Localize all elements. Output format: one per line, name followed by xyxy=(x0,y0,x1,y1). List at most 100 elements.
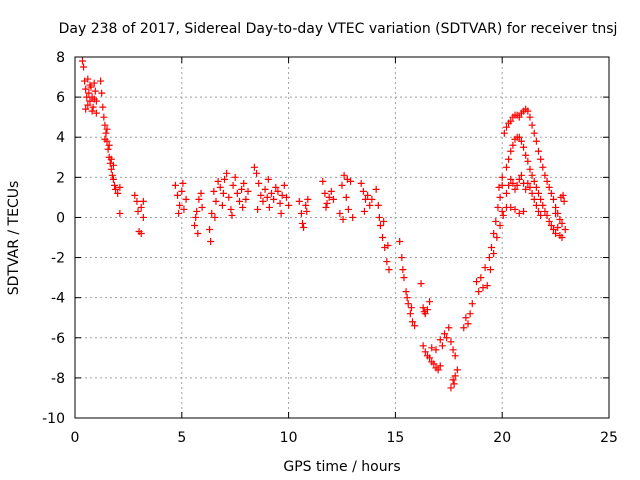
data-point xyxy=(526,113,534,121)
data-point xyxy=(103,125,111,133)
data-point xyxy=(359,187,367,195)
x-tick-label: 20 xyxy=(493,430,511,446)
data-point xyxy=(522,151,530,159)
chart-title: Day 238 of 2017, Sidereal Day-to-day VTE… xyxy=(59,21,618,37)
x-tick-label: 0 xyxy=(71,430,80,446)
data-point xyxy=(278,191,286,199)
data-point xyxy=(340,171,348,179)
data-point xyxy=(198,203,206,211)
data-point xyxy=(532,201,540,209)
data-point xyxy=(543,211,551,219)
data-point xyxy=(254,205,262,213)
data-point xyxy=(285,201,293,209)
data-point xyxy=(509,179,517,187)
data-point xyxy=(419,304,427,312)
data-point xyxy=(552,203,560,211)
data-point xyxy=(396,238,404,246)
data-point xyxy=(270,195,278,203)
data-point xyxy=(509,141,517,149)
data-point xyxy=(233,189,241,197)
data-point xyxy=(505,155,513,163)
data-point xyxy=(85,89,93,97)
data-point xyxy=(537,195,545,203)
data-point xyxy=(485,254,493,262)
data-point xyxy=(319,177,327,185)
data-point xyxy=(419,342,427,350)
data-point xyxy=(116,209,124,217)
data-point xyxy=(327,187,335,195)
data-point xyxy=(263,193,271,201)
data-point xyxy=(139,213,147,221)
data-point xyxy=(195,195,203,203)
y-tick-label: -2 xyxy=(51,251,65,267)
data-points xyxy=(78,57,569,392)
data-point xyxy=(443,334,451,342)
data-point xyxy=(102,129,110,137)
data-point xyxy=(192,213,200,221)
data-point xyxy=(488,244,496,252)
data-point xyxy=(498,207,506,215)
data-point xyxy=(194,229,202,237)
data-point xyxy=(404,300,412,308)
data-point xyxy=(507,175,515,183)
data-point xyxy=(221,175,229,183)
data-point xyxy=(445,324,453,332)
data-point xyxy=(447,338,455,346)
y-tick-label: 2 xyxy=(56,170,65,186)
data-point xyxy=(379,234,387,241)
data-point xyxy=(385,266,393,274)
data-point xyxy=(473,278,481,286)
data-point xyxy=(339,215,347,223)
data-point xyxy=(438,342,446,350)
data-point xyxy=(131,191,139,199)
data-point xyxy=(329,195,337,203)
data-point xyxy=(89,103,97,111)
data-point xyxy=(214,177,222,185)
data-point xyxy=(535,147,543,155)
data-point xyxy=(98,89,106,97)
data-point xyxy=(231,173,239,181)
data-point xyxy=(407,304,415,312)
data-point xyxy=(97,77,105,85)
data-point xyxy=(107,155,115,163)
data-point xyxy=(468,300,476,308)
data-point xyxy=(426,354,434,362)
data-point xyxy=(547,189,555,197)
data-point xyxy=(557,193,565,201)
data-point xyxy=(322,203,330,211)
data-point xyxy=(176,201,184,209)
data-point xyxy=(295,197,303,205)
data-point xyxy=(532,137,540,145)
data-point xyxy=(466,310,474,318)
data-point xyxy=(464,320,472,328)
data-point xyxy=(408,318,416,326)
data-point xyxy=(99,103,107,111)
data-point xyxy=(524,157,532,165)
data-point xyxy=(208,209,216,217)
data-point xyxy=(430,360,438,368)
data-point xyxy=(507,203,515,211)
data-point xyxy=(274,187,282,195)
data-point xyxy=(530,129,538,137)
data-point xyxy=(206,225,214,233)
data-point xyxy=(420,308,428,316)
y-tick-label: 0 xyxy=(56,210,65,226)
data-point xyxy=(100,113,108,121)
data-point xyxy=(111,181,119,189)
y-tick-label: -8 xyxy=(51,371,65,387)
data-point xyxy=(449,376,457,384)
data-point xyxy=(304,195,312,203)
data-point xyxy=(528,189,536,197)
data-point xyxy=(549,195,557,203)
data-point xyxy=(235,197,243,205)
data-point xyxy=(338,181,346,189)
x-tick-label: 10 xyxy=(280,430,298,446)
data-point xyxy=(477,274,485,282)
data-point xyxy=(84,75,92,83)
data-point xyxy=(219,189,227,197)
data-point xyxy=(303,207,311,215)
data-point xyxy=(109,175,117,183)
data-point xyxy=(174,191,182,199)
data-point xyxy=(490,250,498,258)
